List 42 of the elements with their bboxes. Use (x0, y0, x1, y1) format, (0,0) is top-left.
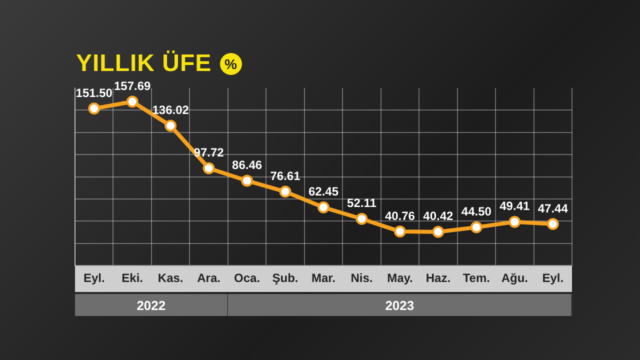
point (432, 226, 444, 238)
x-tick-label: Nis. (350, 271, 373, 286)
chart-title: YILLIK ÜFE (76, 50, 212, 78)
x-tick-label: Şub. (272, 271, 298, 286)
x-tick-label: Mar. (311, 271, 336, 286)
x-tick-label: Ağu. (501, 271, 528, 286)
data-label: 47.44 (538, 201, 568, 216)
data-label: 136.02 (152, 103, 190, 118)
y-axis-title: % (220, 53, 242, 75)
point (508, 216, 521, 228)
x-tick-label: Ara. (197, 271, 220, 286)
x-tick-label: Oca. (234, 271, 260, 286)
data-label: 62.45 (308, 184, 339, 199)
point (546, 218, 559, 230)
point (470, 221, 482, 234)
x-tick-label: May. (387, 271, 413, 286)
point (279, 186, 292, 198)
point (356, 212, 368, 225)
x-tick-label: Kas. (158, 271, 184, 286)
data-label: 44.50 (461, 204, 492, 219)
data-label: 52.11 (347, 196, 377, 210)
point (394, 225, 406, 238)
data-label: 40.42 (423, 209, 454, 224)
point (202, 162, 215, 174)
point (164, 120, 177, 132)
x-tick-label: Tem. (462, 271, 490, 286)
text: 2022 (75, 294, 228, 316)
data-label: 86.46 (232, 158, 262, 172)
point (126, 96, 138, 108)
data-label: 151.50 (76, 86, 113, 100)
text: 2023 (228, 294, 572, 316)
point (318, 201, 330, 214)
data-label: 157.69 (114, 78, 152, 93)
point (88, 102, 100, 115)
x-tick-label: Eyl. (83, 271, 105, 286)
data-label: 76.61 (270, 168, 301, 183)
data-label: 40.76 (384, 208, 416, 223)
x-tick-label: Haz. (426, 271, 451, 286)
x-tick-label: Eyl. (542, 271, 564, 286)
data-label: 49.41 (500, 199, 530, 214)
point (241, 174, 254, 187)
x-tick-label: Eki. (122, 271, 144, 286)
